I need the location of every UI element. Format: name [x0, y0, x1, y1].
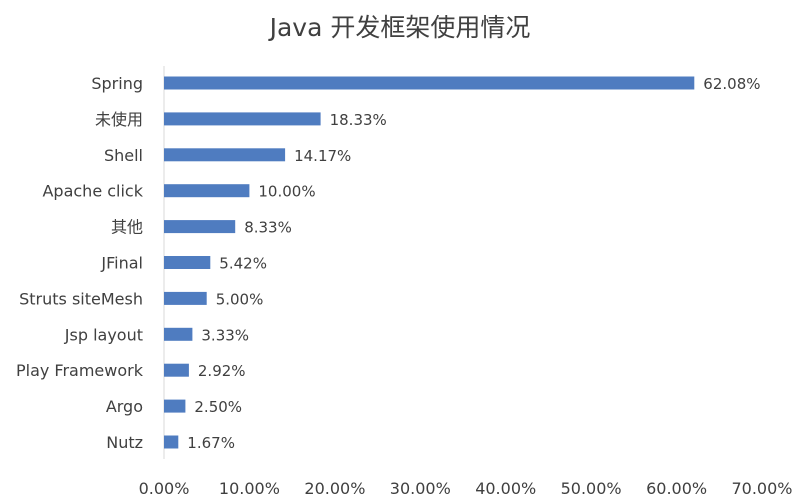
category-label-jfinal: JFinal	[100, 254, 143, 273]
category-label-jsp-layout: Jsp layout	[64, 325, 143, 344]
x-tick-label-70: 70.00%	[731, 479, 792, 498]
category-label-nutz: Nutz	[106, 433, 143, 452]
bars-group	[164, 76, 695, 449]
bar-argo	[164, 399, 186, 413]
bar-spring	[164, 76, 695, 90]
data-labels: 62.08% 18.33% 14.17% 10.00% 8.33% 5.42% 5.00% 3…	[187, 75, 760, 452]
data-label-nutz: 1.67%	[187, 434, 235, 452]
bar-struts-sitemesh	[164, 291, 207, 305]
x-tick-label-20: 20.00%	[304, 479, 365, 498]
x-tick-label-40: 40.00%	[475, 479, 536, 498]
x-tick-label-10: 10.00%	[219, 479, 280, 498]
x-tick-label-0: 0.00%	[139, 479, 190, 498]
category-label-shell: Shell	[104, 146, 143, 165]
data-label-shell: 14.17%	[294, 147, 351, 165]
data-label-jsp-layout: 3.33%	[201, 326, 249, 344]
category-label-item-1: 未使用	[95, 110, 143, 129]
data-label-play-framework: 2.92%	[198, 362, 246, 380]
category-label-play-framework: Play Framework	[16, 361, 144, 380]
data-label-argo: 2.50%	[194, 398, 242, 416]
category-label-struts-sitemesh: Struts siteMesh	[19, 289, 143, 308]
x-tick-label-50: 50.00%	[561, 479, 622, 498]
category-label-spring: Spring	[91, 74, 143, 93]
x-tick-label-60: 60.00%	[646, 479, 707, 498]
data-label-struts-sitemesh: 5.00%	[216, 290, 264, 308]
bar-nutz	[164, 435, 179, 449]
data-label-spring: 62.08%	[703, 75, 760, 93]
chart-title: Java 开发框架使用情况	[268, 13, 531, 42]
bar-item-1	[164, 112, 321, 126]
category-label-apache-click: Apache click	[42, 182, 143, 201]
bar-item-4	[164, 220, 236, 234]
data-label-item-1: 18.33%	[330, 111, 387, 129]
bar-play-framework	[164, 363, 189, 377]
bar-apache-click	[164, 184, 250, 198]
bar-jsp-layout	[164, 327, 193, 341]
x-axis-tick-labels: 0.00% 10.00% 20.00% 30.00% 40.00% 50.00% 60.00…	[139, 479, 793, 498]
data-label-item-4: 8.33%	[244, 219, 292, 237]
x-tick-label-30: 30.00%	[390, 479, 451, 498]
category-label-argo: Argo	[106, 397, 143, 416]
data-label-apache-click: 10.00%	[258, 183, 315, 201]
category-labels: Spring 未使用 Shell Apache click 其他 JFinal Struts…	[16, 74, 144, 452]
category-label-item-4: 其他	[111, 218, 143, 237]
data-label-jfinal: 5.42%	[219, 255, 267, 273]
bar-jfinal	[164, 256, 211, 269]
bar-shell	[164, 148, 286, 162]
